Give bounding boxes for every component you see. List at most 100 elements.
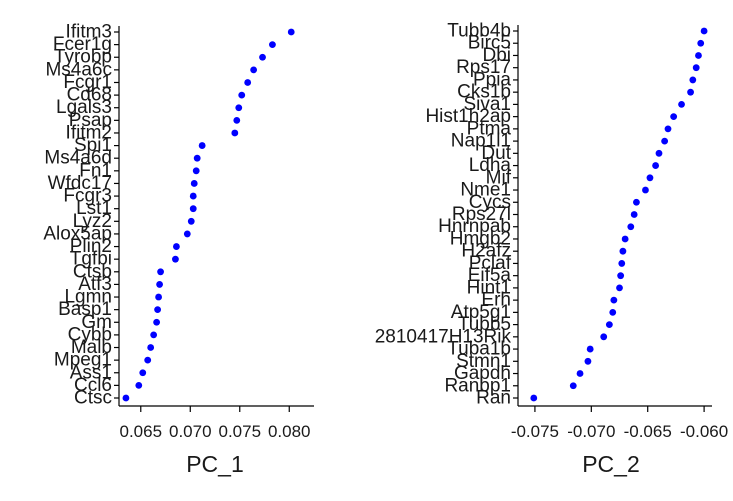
- data-point: [238, 91, 246, 99]
- data-point: [231, 129, 239, 137]
- gene-label: Fcer1g: [53, 34, 112, 55]
- gene-label: Pclaf: [469, 253, 512, 274]
- gene-label: Rps27l: [452, 204, 511, 225]
- data-point: [173, 243, 180, 250]
- gene-label: Mpeg1: [54, 350, 112, 371]
- gene-label: Plin2: [70, 236, 112, 257]
- x-tick-label: -0.060: [680, 422, 728, 441]
- data-point: [172, 255, 179, 263]
- data-point: [135, 381, 143, 389]
- data-point: [655, 149, 663, 157]
- data-point: [618, 260, 626, 267]
- data-point: [695, 52, 702, 59]
- gene-label: Hist1h2ap: [425, 106, 511, 127]
- gene-label: Ms4a6c: [45, 59, 112, 80]
- gene-label: H2afz: [461, 241, 511, 262]
- data-point: [689, 76, 697, 84]
- x-tick-label: 0.070: [169, 422, 212, 441]
- gene-label: Tuba1b: [447, 339, 511, 360]
- data-point: [617, 272, 625, 280]
- gene-label: Hnrnpab: [438, 216, 511, 237]
- data-point: [244, 79, 252, 86]
- gene-label: Ctsb: [73, 261, 112, 282]
- data-point: [147, 344, 155, 351]
- gene-label: Tgfbi: [70, 249, 112, 270]
- gene-label: Basp1: [58, 299, 112, 320]
- data-point: [189, 192, 197, 200]
- x-tick-label: -0.070: [567, 422, 615, 441]
- gene-label: Ifitm3: [66, 22, 112, 43]
- gene-label: Lst1: [76, 198, 112, 219]
- gene-label: Malb: [71, 337, 112, 358]
- data-point: [661, 137, 669, 145]
- x-axis-title: PC_2: [582, 451, 640, 477]
- x-tick-label: -0.065: [624, 422, 672, 441]
- data-point: [155, 293, 162, 301]
- gene-label: Gapdh: [454, 363, 511, 384]
- x-tick-label: -0.075: [511, 422, 559, 441]
- data-point: [646, 174, 654, 182]
- data-point: [157, 268, 164, 276]
- data-point: [633, 198, 640, 206]
- gene-label: Tyrobp: [54, 47, 112, 68]
- data-point: [259, 53, 266, 61]
- data-point: [198, 142, 206, 149]
- gene-label: Fcgr3: [63, 186, 112, 207]
- gene-label: Cybb: [68, 324, 112, 345]
- data-point: [687, 88, 694, 96]
- data-point: [670, 113, 678, 121]
- data-point: [630, 211, 638, 218]
- gene-label: Lgals3: [56, 97, 112, 118]
- gene-label: Hint1: [467, 277, 511, 298]
- data-point: [600, 333, 608, 341]
- data-point: [627, 223, 635, 231]
- data-point: [287, 28, 295, 36]
- gene-label: Nme1: [460, 180, 511, 201]
- data-point: [139, 369, 147, 377]
- data-point: [150, 331, 158, 339]
- gene-label: Atp5g1: [451, 302, 511, 323]
- gene-label: Siva1: [463, 94, 511, 115]
- gene-label: Wfdc17: [48, 173, 112, 194]
- data-point: [235, 104, 243, 112]
- data-point: [154, 306, 162, 314]
- gene-label: Hmgb2: [450, 228, 511, 249]
- gene-label: Stmn1: [456, 351, 511, 372]
- gene-label: Psap: [69, 110, 112, 131]
- gene-label: Cycs: [469, 192, 511, 213]
- data-point: [144, 356, 152, 364]
- data-point: [156, 281, 163, 288]
- data-point: [692, 64, 700, 72]
- gene-label: Erh: [481, 290, 511, 311]
- gene-label: Lyz2: [73, 211, 112, 232]
- gene-label: 2810417H13Rik: [375, 326, 512, 347]
- gene-label: Fn1: [79, 160, 112, 181]
- data-point: [621, 235, 629, 243]
- x-tick-label: 0.065: [120, 422, 163, 441]
- data-point: [183, 230, 191, 238]
- data-point: [605, 321, 613, 328]
- data-point: [584, 357, 592, 365]
- gene-label: Ass1: [70, 362, 112, 383]
- panel-1: CtscCcl6Ass1Mpeg1MalbCybbGmBasp1LgmnAtf3…: [43, 22, 314, 477]
- gene-label: Eif5a: [468, 265, 512, 286]
- data-point: [233, 116, 241, 124]
- gene-label: Alox5ap: [43, 223, 112, 244]
- data-point: [609, 308, 617, 316]
- data-point: [664, 125, 672, 133]
- gene-label: Cd68: [67, 85, 112, 106]
- data-point: [576, 370, 584, 377]
- gene-label: Nap1l1: [451, 131, 511, 152]
- data-point: [530, 394, 538, 402]
- gene-label: Birc5: [468, 33, 511, 54]
- data-point: [269, 41, 276, 49]
- data-point: [153, 318, 161, 326]
- data-point: [192, 167, 200, 175]
- gene-label: Ctsc: [74, 388, 112, 409]
- data-point: [697, 39, 705, 47]
- gene-label: Ms4a6d: [44, 148, 112, 169]
- data-point: [250, 66, 258, 74]
- gene-label: Cks1b: [457, 82, 511, 103]
- gene-label: Ppia: [473, 69, 511, 90]
